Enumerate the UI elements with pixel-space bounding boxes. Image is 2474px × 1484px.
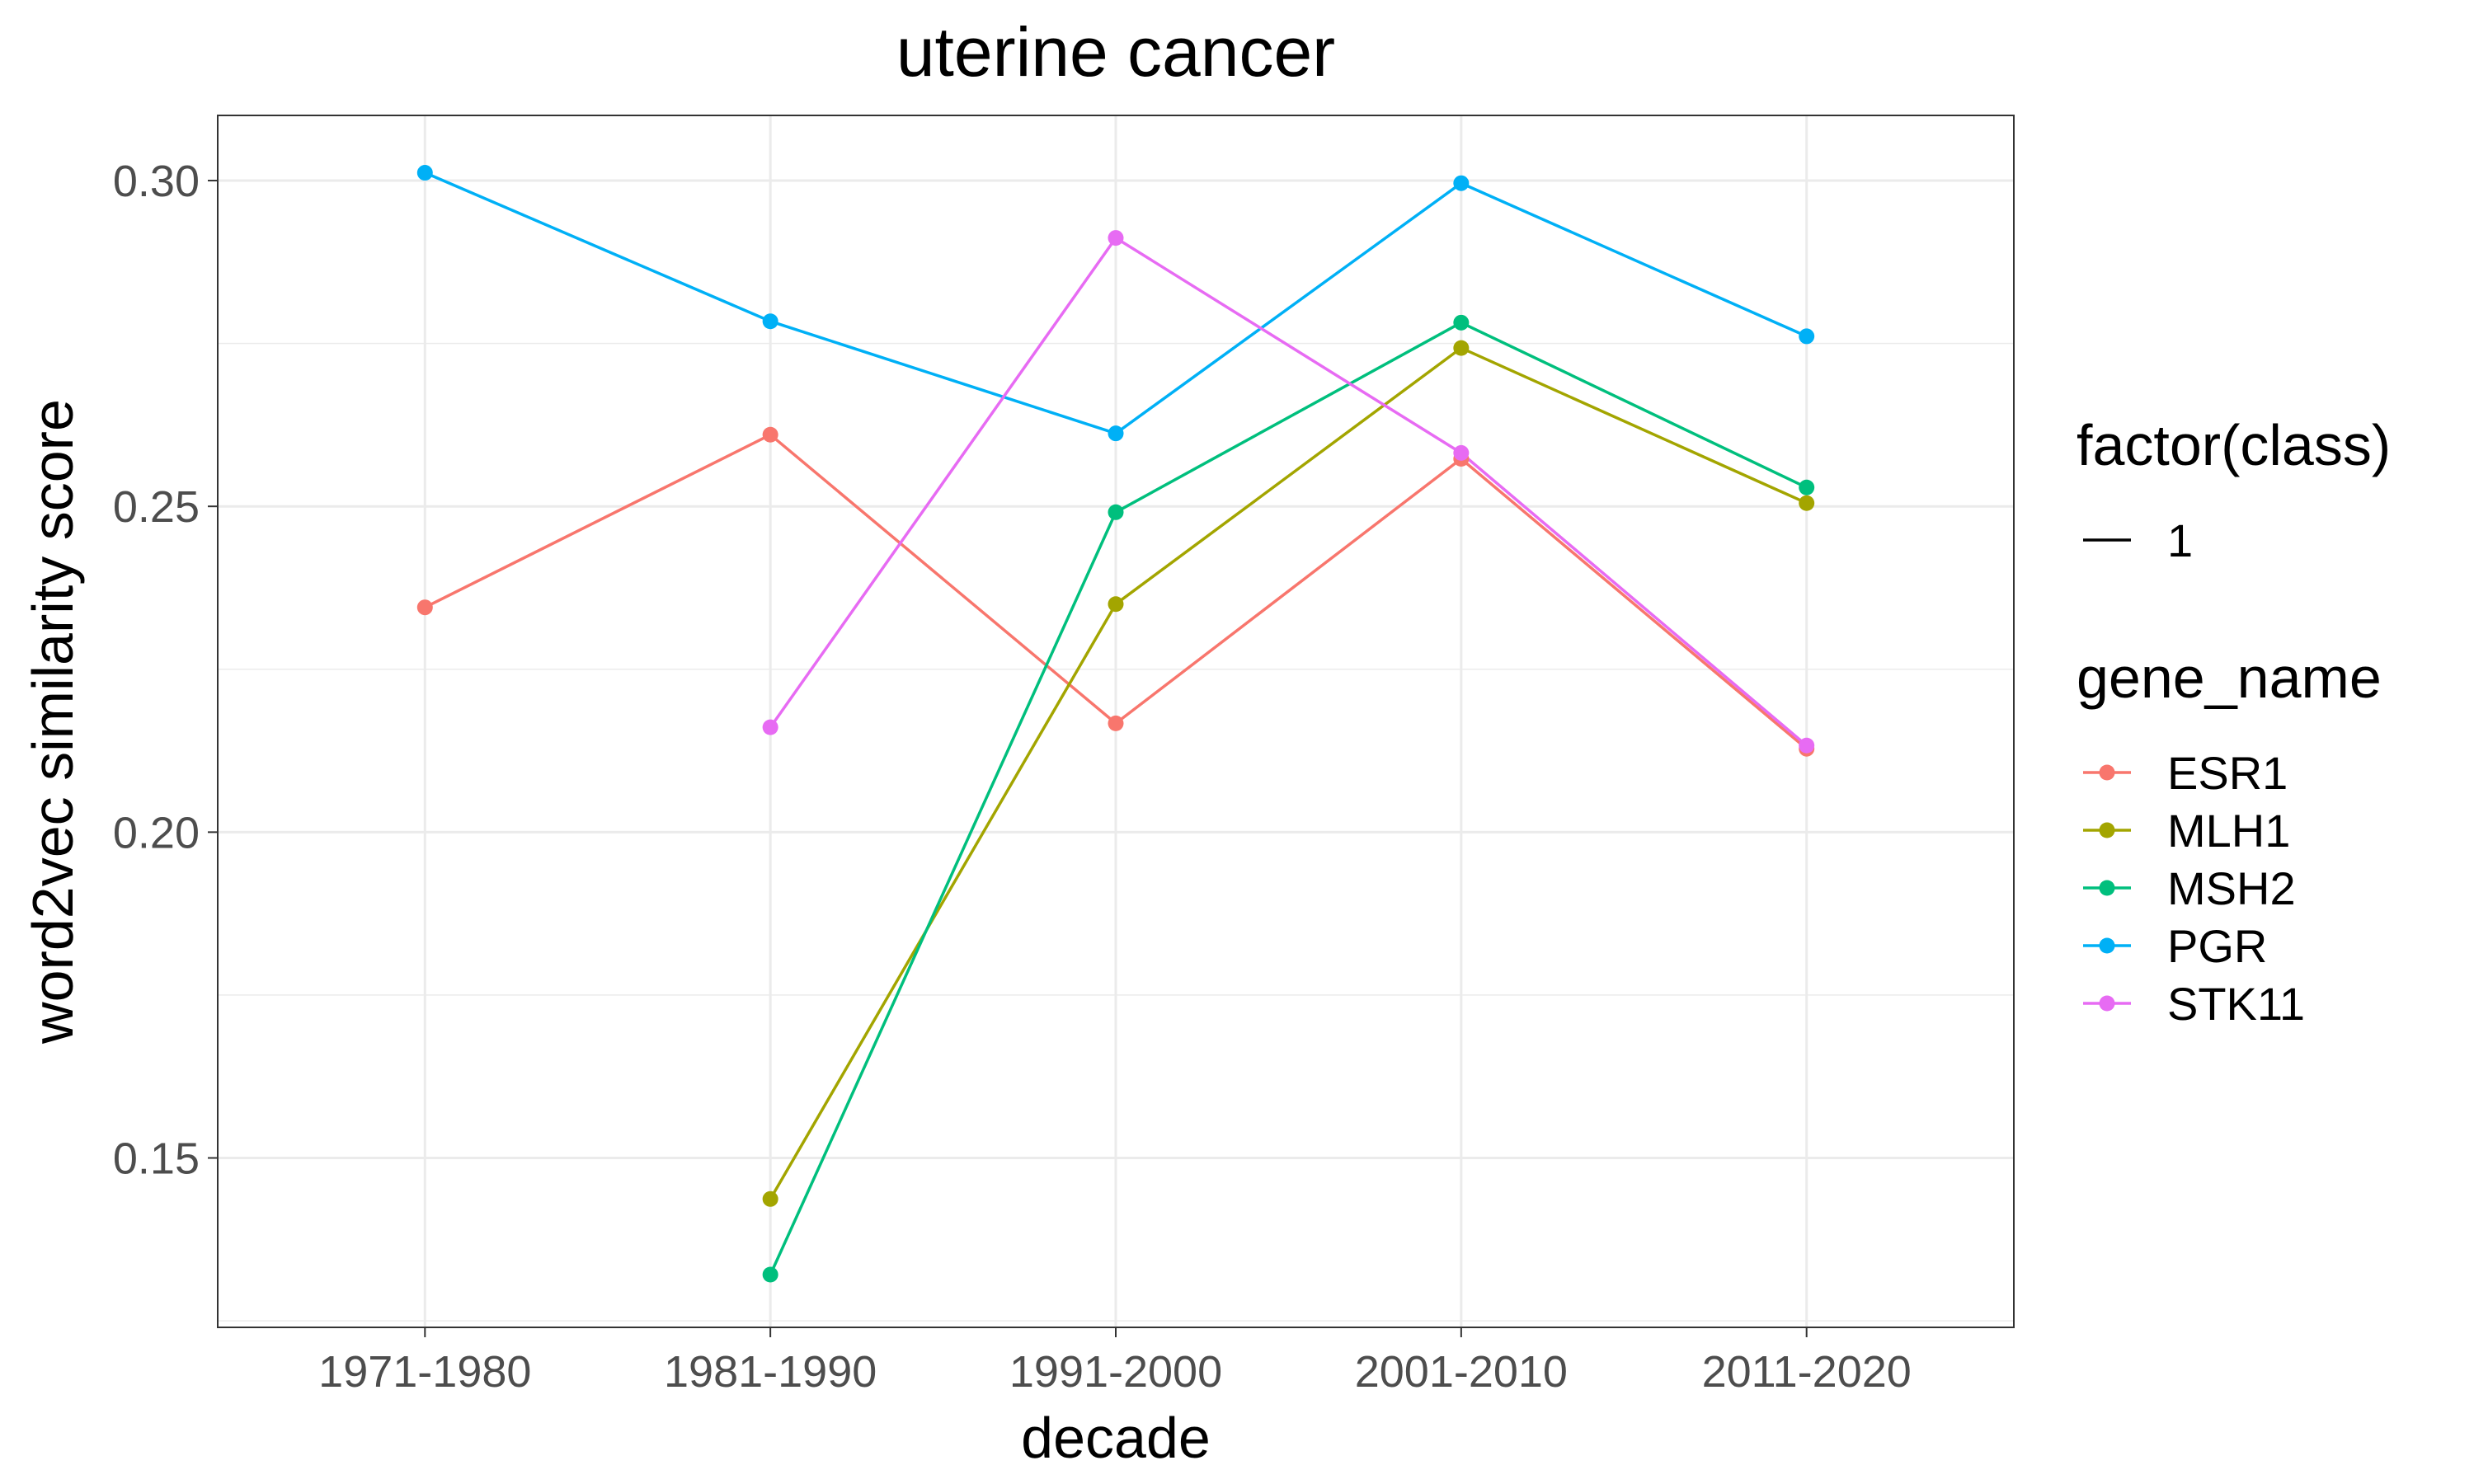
data-point-pgr — [1799, 328, 1815, 345]
data-point-esr1 — [1108, 715, 1124, 731]
y-axis: 0.15 0.20 0.25 0.30 — [113, 157, 218, 1184]
data-point-mlh1 — [1108, 596, 1124, 613]
series-line-mlh1 — [769, 346, 1808, 1200]
x-axis-title: decade — [1021, 1406, 1211, 1470]
data-point-stk11 — [762, 719, 778, 735]
x-tick-label: 1991-2000 — [1009, 1347, 1222, 1397]
legend-gene-label: MLH1 — [2167, 805, 2290, 857]
legend-gene-key-point-stk11 — [2099, 995, 2115, 1012]
legend-gene-key-point-pgr — [2099, 937, 2115, 954]
data-point-pgr — [1108, 425, 1124, 442]
x-tick-label: 1981-1990 — [664, 1347, 877, 1397]
data-point-esr1 — [416, 599, 433, 616]
data-point-pgr — [1453, 175, 1470, 191]
data-point-msh2 — [1453, 314, 1470, 331]
legend-class-label: 1 — [2167, 514, 2193, 566]
y-axis-title: word2vec similarity score — [21, 399, 85, 1045]
y-tick-label: 0.15 — [113, 1134, 200, 1184]
legend-gene-label: STK11 — [2167, 978, 2305, 1030]
legend-gene-label: MSH2 — [2167, 862, 2296, 914]
data-point-msh2 — [762, 1266, 778, 1283]
legend-gene-key-point-msh2 — [2099, 880, 2115, 896]
data-point-pgr — [416, 165, 433, 181]
legend-gene-title: gene_name — [2077, 646, 2382, 710]
x-tick-label: 2001-2010 — [1355, 1347, 1568, 1397]
series-line-msh2 — [769, 321, 1808, 1275]
series-line-stk11 — [769, 236, 1808, 747]
legend-gene-label: ESR1 — [2167, 747, 2288, 799]
x-axis: 1971-1980 1981-1990 1991-2000 2001-2010 2011… — [318, 1327, 1912, 1397]
y-tick-label: 0.20 — [113, 808, 200, 857]
legend-class-title: factor(class) — [2077, 413, 2391, 477]
x-tick-label: 1971-1980 — [318, 1347, 531, 1397]
data-point-esr1 — [762, 426, 778, 443]
legend-gene-key-point-esr1 — [2099, 764, 2115, 781]
data-point-msh2 — [1108, 504, 1124, 520]
y-tick-label: 0.30 — [113, 157, 200, 206]
data-point-pgr — [762, 313, 778, 330]
legend-gene-label: PGR — [2167, 920, 2267, 972]
legend-class-entries: 1 — [2083, 514, 2193, 566]
data-point-stk11 — [1108, 230, 1124, 247]
data-point-mlh1 — [1453, 340, 1470, 356]
legend-gene-key-point-mlh1 — [2099, 822, 2115, 838]
data-point-stk11 — [1799, 737, 1815, 754]
data-point-stk11 — [1453, 444, 1470, 461]
y-tick-label: 0.25 — [113, 482, 200, 532]
chart-title: uterine cancer — [896, 13, 1335, 91]
data-point-mlh1 — [762, 1190, 778, 1207]
data-point-msh2 — [1799, 479, 1815, 495]
data-point-mlh1 — [1799, 495, 1815, 511]
series-points — [416, 165, 1815, 1283]
x-tick-label: 2011-2020 — [1702, 1347, 1912, 1397]
